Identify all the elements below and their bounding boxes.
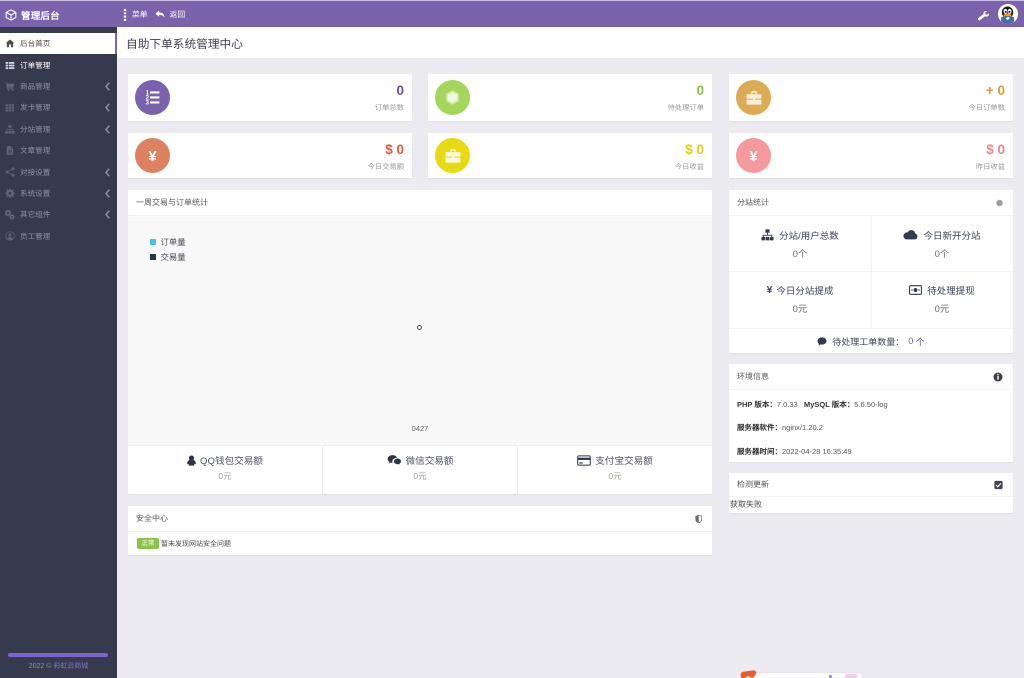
svg-text:3: 3 (146, 101, 150, 107)
svg-text:2: 2 (146, 95, 150, 101)
svg-text:1: 1 (146, 90, 150, 96)
